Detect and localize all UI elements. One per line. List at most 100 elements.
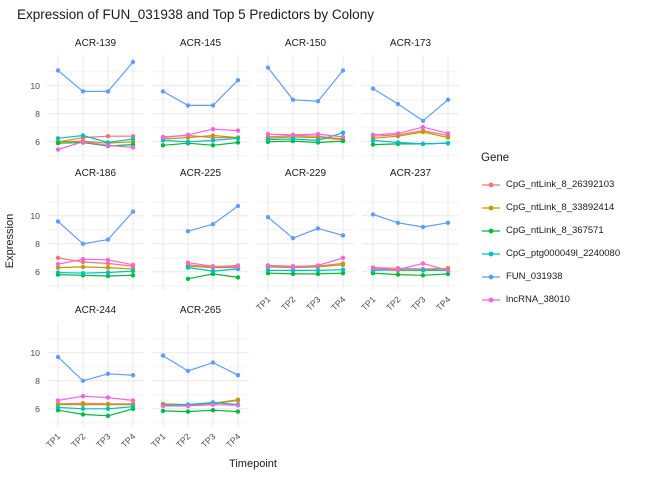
point-CpG_ptg000049l_2240080-TP3 [105,270,111,275]
facet-ACR-173: ACR-173 [362,38,459,160]
point-FUN_031938-TP2 [185,103,191,108]
x-tick-label: TP2 [384,294,402,312]
line-CpG_ntLink_8_367571 [267,140,344,144]
point-lncRNA_38010-TP3 [420,124,426,130]
line-CpG_ntLink_8_33892414 [267,136,344,141]
point-CpG_ptg000049l_2240080-TP1 [55,270,61,275]
point-FUN_031938-TP4 [235,373,241,378]
point-CpG_ptg000049l_2240080-TP2 [80,133,86,138]
point-lncRNA_38010-TP2 [80,257,86,262]
point-CpG_ntLink_8_33892414-TP3 [105,265,111,270]
point-CpG_ptg000049l_2240080-TP1 [265,137,271,142]
point-CpG_ntLink_8_33892414-TP4 [340,262,346,267]
y-tick-label: 8 [35,376,40,386]
point-CpG_ptg000049l_2240080-TP2 [290,268,296,273]
point-lncRNA_38010-TP4 [340,255,346,260]
point-CpG_ptg000049l_2240080-TP4 [340,267,346,272]
point-lncRNA_38010-TP3 [105,143,111,148]
point-CpG_ntLink_8_367571-TP3 [210,408,216,413]
point-FUN_031938-TP3 [105,371,111,376]
point-CpG_ntLink_8_33892414-TP3 [210,133,216,138]
legend-label: CpG_ptg000049l_2240080 [506,248,621,259]
line-FUN_031938 [162,355,239,376]
point-lncRNA_38010-TP1 [55,398,61,403]
facet-ACR-186: ACR-186 6 8 10 [30,168,144,290]
point-FUN_031938-TP3 [315,99,321,104]
line-CpG_ntLink_8_26392103 [57,135,133,143]
point-lncRNA_38010-TP2 [80,139,86,144]
line-CpG_ptg000049l_2240080 [57,134,134,144]
point-FUN_031938-TP4 [235,203,241,209]
legend-key-point [488,182,494,187]
point-CpG_ptg000049l_2240080-TP4 [235,136,241,141]
facet-strip-label: ACR-139 [75,38,117,49]
point-CpG_ptg000049l_2240080-TP3 [210,138,216,143]
facet-strip-label: ACR-229 [285,168,327,179]
legend-label: lncRNA_38010 [506,294,570,305]
point-CpG_ntLink_8_33892414-TP3 [420,129,426,135]
point-CpG_ptg000049l_2240080-TP4 [445,141,451,146]
facet-ACR-225: ACR-225 [152,168,249,290]
facet-ACR-145: ACR-145 [152,38,249,160]
point-FUN_031938-TP2 [395,101,401,107]
line-CpG_ptg000049l_2240080 [372,269,448,271]
point-lncRNA_38010-TP1 [370,266,376,271]
y-tick-label: 6 [35,267,40,277]
y-tick-label: 8 [35,239,40,249]
line-CpG_ntLink_8_367571 [57,274,134,277]
line-CpG_ntLink_8_33892414 [372,131,449,139]
point-lncRNA_38010-TP2 [185,132,191,137]
point-FUN_031938-TP1 [160,353,166,358]
legend-item-CpG_ptg000049l_2240080: CpG_ptg000049l_2240080 [481,242,620,265]
line-lncRNA_38010 [57,141,134,151]
point-lncRNA_38010-TP3 [210,402,216,407]
legend-key-icon [482,274,500,279]
x-tick-label: TP1 [149,431,167,449]
facet-strip-label: ACR-265 [180,305,222,316]
x-tick-label: TP2 [174,431,192,449]
point-FUN_031938-TP2 [290,97,296,103]
line-CpG_ntLink_8_367571 [372,272,449,276]
point-CpG_ptg000049l_2240080-TP4 [340,130,346,135]
point-CpG_ntLink_8_367571-TP3 [315,271,321,277]
point-FUN_031938-TP4 [130,373,136,378]
facet-ACR-150: ACR-150 [257,38,354,160]
point-CpG_ntLink_8_367571-TP4 [130,273,136,278]
line-FUN_031938 [57,356,134,382]
point-CpG_ntLink_8_33892414-TP2 [80,402,86,407]
facet-ACR-229: ACR-229 TP1 TP2 TP3 TP4 [254,168,354,313]
point-lncRNA_38010-TP1 [55,261,61,267]
point-FUN_031938-TP4 [445,220,451,225]
line-CpG_ntLink_8_367571 [162,409,239,413]
point-CpG_ntLink_8_367571-TP3 [420,273,426,278]
point-lncRNA_38010-TP4 [235,128,241,133]
point-CpG_ptg000049l_2240080-TP2 [290,136,296,142]
line-CpG_ptg000049l_2240080 [162,137,239,143]
facet-strip-label: ACR-244 [75,305,117,316]
legend: Gene CpG_ntLink_8_26392103 CpG_ntLink_8_3… [481,152,620,311]
point-FUN_031938-TP2 [80,241,86,246]
chart-title: Expression of FUN_031938 and Top 5 Predi… [17,7,374,22]
point-lncRNA_38010-TP3 [210,127,216,132]
point-FUN_031938-TP3 [210,222,216,227]
facet-strip-label: ACR-225 [180,168,222,179]
line-lncRNA_38010 [57,258,134,266]
point-lncRNA_38010-TP1 [55,147,61,152]
point-CpG_ntLink_8_33892414-TP2 [80,264,86,270]
legend-key-point [488,205,494,210]
point-FUN_031938-TP3 [420,224,426,230]
point-CpG_ntLink_8_367571-TP2 [185,276,191,281]
point-FUN_031938-TP4 [130,59,136,65]
point-CpG_ntLink_8_367571-TP4 [445,271,451,277]
legend-item-FUN_031938: FUN_031938 [481,265,620,288]
point-CpG_ntLink_8_26392103-TP3 [105,134,111,139]
line-CpG_ntLink_8_33892414 [57,266,134,270]
point-CpG_ptg000049l_2240080-TP3 [105,406,111,411]
point-FUN_031938-TP1 [55,219,61,224]
point-FUN_031938-TP1 [160,89,166,94]
x-tick-label: TP1 [44,431,62,449]
point-FUN_031938-TP1 [370,212,376,217]
point-CpG_ptg000049l_2240080-TP1 [55,405,61,410]
point-CpG_ntLink_8_367571-TP2 [290,271,296,277]
